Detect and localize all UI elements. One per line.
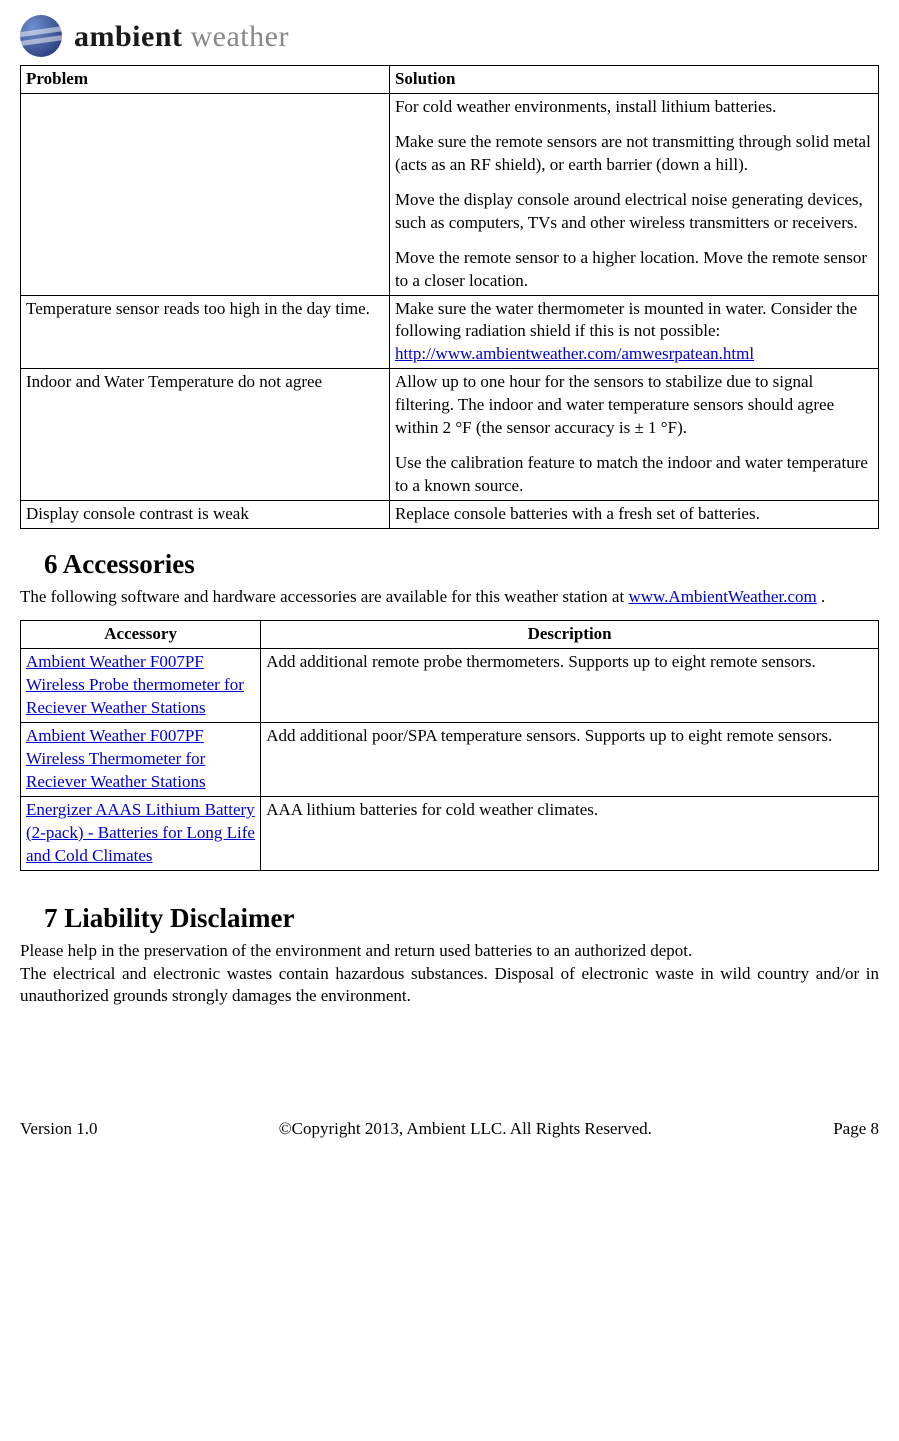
description-cell: Add additional remote probe thermometers…: [261, 649, 879, 723]
para: Replace console batteries with a fresh s…: [395, 504, 760, 523]
table-header: Description: [261, 621, 879, 649]
page-header: ambient weather: [20, 15, 879, 57]
page-footer: Version 1.0 ©Copyright 2013, Ambient LLC…: [20, 1118, 879, 1140]
liability-p2: The electrical and electronic wastes con…: [20, 963, 879, 1009]
solution-cell: Replace console batteries with a fresh s…: [389, 501, 878, 529]
footer-copyright: ©Copyright 2013, Ambient LLC. All Rights…: [279, 1118, 652, 1140]
solution-link[interactable]: http://www.ambientweather.com/amwesrpate…: [395, 344, 754, 363]
problem-cell: Indoor and Water Temperature do not agre…: [21, 369, 390, 501]
footer-version: Version 1.0: [20, 1118, 97, 1140]
problem-cell: Display console contrast is weak: [21, 501, 390, 529]
table-header: Problem: [21, 66, 390, 94]
accessory-cell: Ambient Weather F007PF Wireless Thermome…: [21, 722, 261, 796]
table-header-row: Accessory Description: [21, 621, 879, 649]
para: Move the display console around electric…: [395, 189, 873, 235]
para: Move the remote sensor to a higher locat…: [395, 247, 873, 293]
accessories-table: Accessory Description Ambient Weather F0…: [20, 620, 879, 870]
logo-icon: [20, 15, 62, 57]
table-header: Solution: [389, 66, 878, 94]
problem-cell: [21, 93, 390, 295]
table-row: Temperature sensor reads too high in the…: [21, 295, 879, 369]
para: For cold weather environments, install l…: [395, 96, 873, 119]
liability-body: Please help in the preservation of the e…: [20, 940, 879, 1009]
brand-light: weather: [183, 20, 289, 53]
solution-cell: Make sure the water thermometer is mount…: [389, 295, 878, 369]
table-row: Ambient Weather F007PF Wireless Thermome…: [21, 722, 879, 796]
section-heading-accessories: 6 Accessories: [20, 547, 879, 582]
section-heading-liability: 7 Liability Disclaimer: [20, 901, 879, 936]
accessory-cell: Energizer AAAS Lithium Battery (2-pack) …: [21, 796, 261, 870]
accessories-intro: The following software and hardware acce…: [20, 586, 879, 608]
para: Make sure the water thermometer is mount…: [395, 298, 873, 344]
table-header-row: Problem Solution: [21, 66, 879, 94]
table-row: For cold weather environments, install l…: [21, 93, 879, 295]
table-row: Ambient Weather F007PF Wireless Probe th…: [21, 649, 879, 723]
footer-page: Page 8: [833, 1118, 879, 1140]
brand-text: ambient weather: [74, 17, 289, 56]
troubleshooting-table: Problem Solution For cold weather enviro…: [20, 65, 879, 529]
table-row: Energizer AAAS Lithium Battery (2-pack) …: [21, 796, 879, 870]
description-cell: Add additional poor/SPA temperature sens…: [261, 722, 879, 796]
accessory-cell: Ambient Weather F007PF Wireless Probe th…: [21, 649, 261, 723]
solution-cell: For cold weather environments, install l…: [389, 93, 878, 295]
para: Make sure the remote sensors are not tra…: [395, 131, 873, 177]
table-row: Indoor and Water Temperature do not agre…: [21, 369, 879, 501]
intro-post: .: [817, 587, 826, 606]
intro-pre: The following software and hardware acce…: [20, 587, 628, 606]
para: Allow up to one hour for the sensors to …: [395, 371, 873, 440]
para: Use the calibration feature to match the…: [395, 452, 873, 498]
table-header: Accessory: [21, 621, 261, 649]
solution-cell: Allow up to one hour for the sensors to …: [389, 369, 878, 501]
description-cell: AAA lithium batteries for cold weather c…: [261, 796, 879, 870]
accessory-link[interactable]: Energizer AAAS Lithium Battery (2-pack) …: [26, 800, 255, 865]
brand-bold: ambient: [74, 20, 183, 53]
intro-link[interactable]: www.AmbientWeather.com: [628, 587, 816, 606]
accessory-link[interactable]: Ambient Weather F007PF Wireless Probe th…: [26, 652, 244, 717]
problem-cell: Temperature sensor reads too high in the…: [21, 295, 390, 369]
accessory-link[interactable]: Ambient Weather F007PF Wireless Thermome…: [26, 726, 206, 791]
table-row: Display console contrast is weak Replace…: [21, 501, 879, 529]
liability-p1: Please help in the preservation of the e…: [20, 940, 879, 963]
